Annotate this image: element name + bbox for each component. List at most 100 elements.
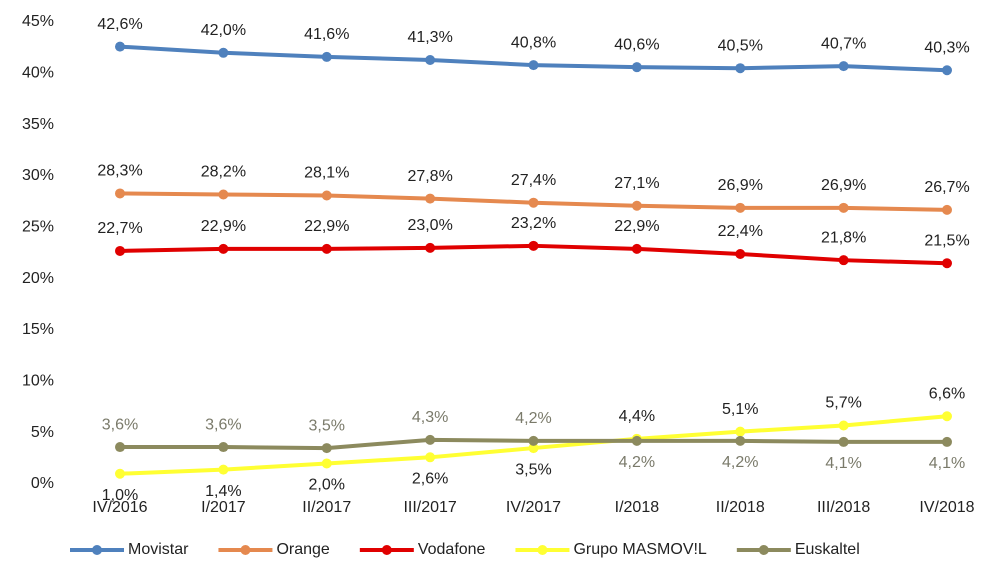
data-label: 23,2% <box>511 215 556 232</box>
data-point <box>528 197 539 208</box>
data-point <box>115 468 125 479</box>
data-point <box>115 188 125 199</box>
data-point <box>425 452 436 463</box>
x-tick-label: III/2018 <box>817 499 870 516</box>
x-tick-label: II/2018 <box>716 499 765 516</box>
data-label: 26,9% <box>718 177 763 194</box>
y-tick-label: 30% <box>22 167 54 184</box>
data-point <box>838 255 849 266</box>
data-label: 3,5% <box>309 417 345 434</box>
legend-marker <box>240 545 251 555</box>
data-label: 40,7% <box>821 35 866 52</box>
data-label: 1,0% <box>102 487 138 504</box>
data-point <box>321 190 332 201</box>
data-label: 22,9% <box>304 218 349 235</box>
data-point <box>631 435 642 446</box>
y-tick-label: 5% <box>31 424 54 441</box>
data-label: 3,5% <box>515 461 551 478</box>
data-point <box>528 60 539 71</box>
data-label: 5,7% <box>825 395 861 412</box>
data-point <box>528 443 539 454</box>
data-label: 27,8% <box>407 168 452 185</box>
data-label: 28,2% <box>201 164 246 181</box>
data-label: 40,6% <box>614 36 659 53</box>
data-label: 22,7% <box>97 220 142 237</box>
legend-marker <box>537 545 548 555</box>
legend-label: Euskaltel <box>795 541 860 558</box>
data-label: 4,3% <box>412 409 448 426</box>
data-label: 41,6% <box>304 26 349 43</box>
x-tick-label: IV/2018 <box>919 499 974 516</box>
data-label: 27,1% <box>614 175 659 192</box>
x-tick-label: I/2017 <box>201 499 246 516</box>
x-tick-label: III/2017 <box>403 499 456 516</box>
data-label: 6,6% <box>929 385 965 402</box>
data-point <box>425 193 436 204</box>
data-label: 28,3% <box>97 163 142 180</box>
data-label: 1,4% <box>205 483 241 500</box>
data-label: 26,7% <box>924 179 969 196</box>
data-label: 4,2% <box>722 454 758 471</box>
data-point <box>838 420 849 431</box>
data-point <box>528 240 539 251</box>
data-label: 5,1% <box>722 401 758 418</box>
y-tick-label: 35% <box>22 116 54 133</box>
data-label: 4,4% <box>619 408 655 425</box>
x-tick-label: IV/2016 <box>92 499 147 516</box>
data-point <box>942 258 952 269</box>
data-point <box>425 54 436 65</box>
legend-label: Movistar <box>128 541 189 558</box>
x-tick-label: II/2017 <box>302 499 351 516</box>
legend-label: Vodafone <box>418 541 486 558</box>
data-label: 4,1% <box>825 455 861 472</box>
data-point <box>631 243 642 254</box>
data-point <box>218 464 229 475</box>
data-point <box>631 62 642 73</box>
y-tick-label: 25% <box>22 219 54 236</box>
x-tick-label: I/2018 <box>615 499 660 516</box>
data-label: 40,3% <box>924 39 969 56</box>
data-label: 40,5% <box>718 37 763 54</box>
data-label: 28,1% <box>304 165 349 182</box>
data-point <box>425 242 436 253</box>
data-point <box>218 243 229 254</box>
data-label: 2,0% <box>309 477 345 494</box>
data-point <box>321 51 332 62</box>
data-point <box>735 202 746 213</box>
data-label: 4,2% <box>619 454 655 471</box>
y-tick-label: 10% <box>22 373 54 390</box>
data-label: 21,5% <box>924 232 969 249</box>
data-label: 27,4% <box>511 172 556 189</box>
y-tick-label: 40% <box>22 65 54 82</box>
data-point <box>942 65 952 76</box>
data-point <box>115 442 125 453</box>
data-point <box>942 436 952 447</box>
data-point <box>115 245 125 256</box>
data-point <box>218 189 229 200</box>
data-label: 21,8% <box>821 229 866 246</box>
data-label: 2,6% <box>412 471 448 488</box>
data-label: 4,1% <box>929 455 965 472</box>
data-label: 3,6% <box>102 416 138 433</box>
data-point <box>321 443 332 454</box>
data-point <box>218 47 229 58</box>
data-point <box>735 426 746 437</box>
y-tick-label: 15% <box>22 321 54 338</box>
data-point <box>838 61 849 72</box>
data-point <box>735 63 746 74</box>
data-label: 3,6% <box>205 416 241 433</box>
data-point <box>942 204 952 215</box>
data-label: 23,0% <box>407 217 452 234</box>
x-tick-label: IV/2017 <box>506 499 561 516</box>
data-point <box>838 436 849 447</box>
data-point <box>115 41 125 52</box>
data-point <box>218 442 229 453</box>
data-label: 22,9% <box>201 218 246 235</box>
data-point <box>942 411 952 422</box>
data-point <box>631 200 642 211</box>
legend-marker <box>92 545 102 555</box>
data-label: 22,4% <box>718 223 763 240</box>
data-label: 22,9% <box>614 218 659 235</box>
data-point <box>735 435 746 446</box>
